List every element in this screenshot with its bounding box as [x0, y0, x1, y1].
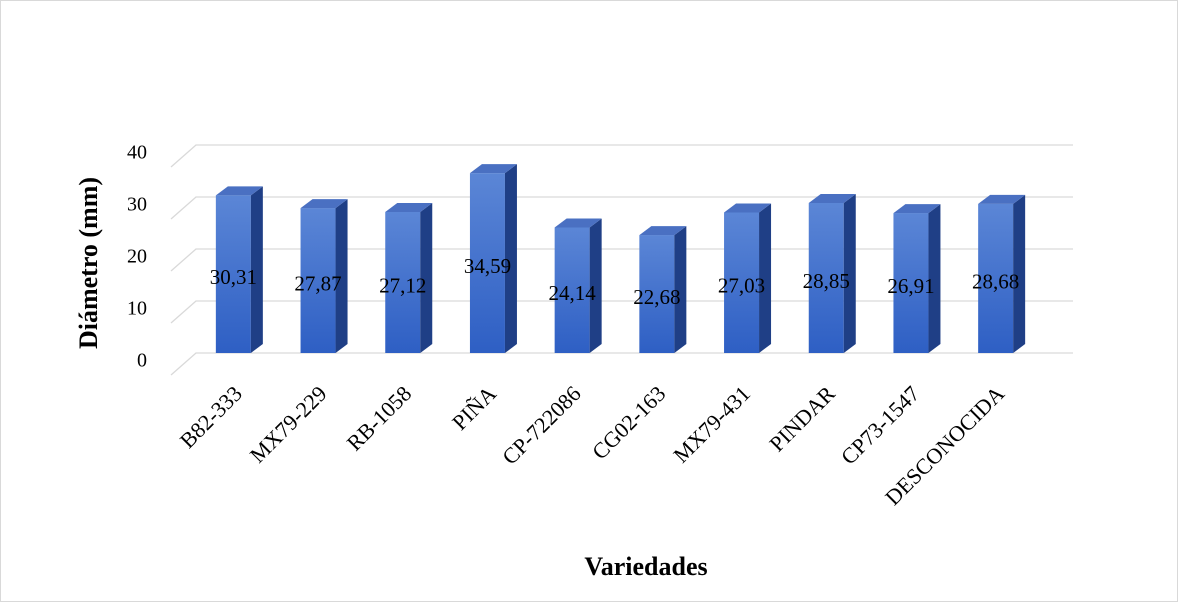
x-tick-label: RB-1058 [342, 381, 417, 456]
bar-top [300, 199, 348, 209]
gridline [170, 352, 1073, 376]
bar-side [759, 203, 772, 353]
data-label: 27,03 [718, 274, 765, 298]
bar-side [420, 202, 433, 353]
gridline [170, 196, 1073, 220]
bar-side [250, 186, 263, 353]
bars [215, 164, 1026, 353]
y-tick-label: 0 [137, 350, 147, 372]
data-label: 34,59 [464, 254, 511, 278]
data-label: 27,87 [294, 272, 341, 296]
data-label: 26,91 [887, 274, 934, 298]
bar [893, 204, 941, 353]
bar-front [978, 203, 1014, 353]
data-label: 30,31 [210, 265, 257, 289]
x-tick-label: MX79-431 [668, 381, 755, 468]
x-axis-title: Variedades [584, 552, 707, 581]
bar [639, 226, 687, 353]
bar-top [808, 193, 856, 203]
bar-top [893, 204, 941, 214]
bar-side [1013, 194, 1026, 353]
x-tick-label: PIÑA [447, 381, 501, 435]
y-tick-label: 40 [127, 142, 147, 164]
x-tick-label: CG02-163 [587, 381, 670, 464]
bar-top [978, 194, 1026, 204]
x-tick-label: CP-722086 [497, 381, 586, 470]
bar-side [589, 218, 602, 353]
bar [300, 199, 348, 353]
gridline [170, 144, 1073, 168]
bar-top [724, 203, 772, 213]
y-tick-label: 10 [127, 298, 147, 320]
bar [978, 194, 1026, 353]
bar-front [893, 213, 929, 353]
data-label: 28,85 [803, 269, 850, 293]
bar-front [215, 195, 251, 353]
bar [215, 186, 263, 353]
bar-front [469, 173, 505, 353]
x-tick-label: CP73-1547 [836, 381, 925, 470]
data-label: 27,12 [379, 273, 426, 297]
gridline [170, 300, 1073, 324]
bar-front [300, 208, 336, 353]
bar [554, 218, 602, 353]
data-label: 24,14 [549, 281, 597, 305]
data-label: 28,68 [972, 269, 1019, 293]
bar-top [385, 202, 433, 212]
bar-front [554, 227, 590, 353]
y-axis-ticks: 0 10 20 30 40 [127, 142, 147, 372]
x-tick-label: MX79-229 [245, 381, 332, 468]
bar [469, 164, 517, 353]
y-tick-label: 20 [127, 246, 147, 268]
bar-top [469, 164, 517, 174]
gridlines [170, 144, 1073, 376]
bar-top [215, 186, 263, 196]
data-labels: 30,31 27,87 27,12 34,59 24,14 22,68 27,03 28,85… [210, 254, 1020, 309]
x-tick-label: B82-333 [175, 381, 247, 453]
data-label: 22,68 [633, 285, 680, 309]
bar-front [385, 211, 421, 353]
gridline [170, 248, 1073, 272]
bar-top [639, 226, 687, 236]
bar-side [674, 226, 687, 353]
bar-side [335, 199, 348, 353]
bar-side [843, 193, 856, 353]
y-axis-title: Diámetro (mm) [74, 177, 103, 349]
bar [385, 202, 433, 353]
bar [724, 203, 772, 353]
bar-top [554, 218, 602, 228]
bar-side [928, 204, 941, 353]
x-tick-label: PINDAR [764, 381, 840, 457]
bar [808, 193, 856, 353]
bar-front [724, 212, 760, 353]
bar-front [639, 235, 675, 353]
bar-side [504, 164, 517, 353]
y-tick-label: 30 [127, 194, 147, 216]
bar-front [808, 202, 844, 353]
